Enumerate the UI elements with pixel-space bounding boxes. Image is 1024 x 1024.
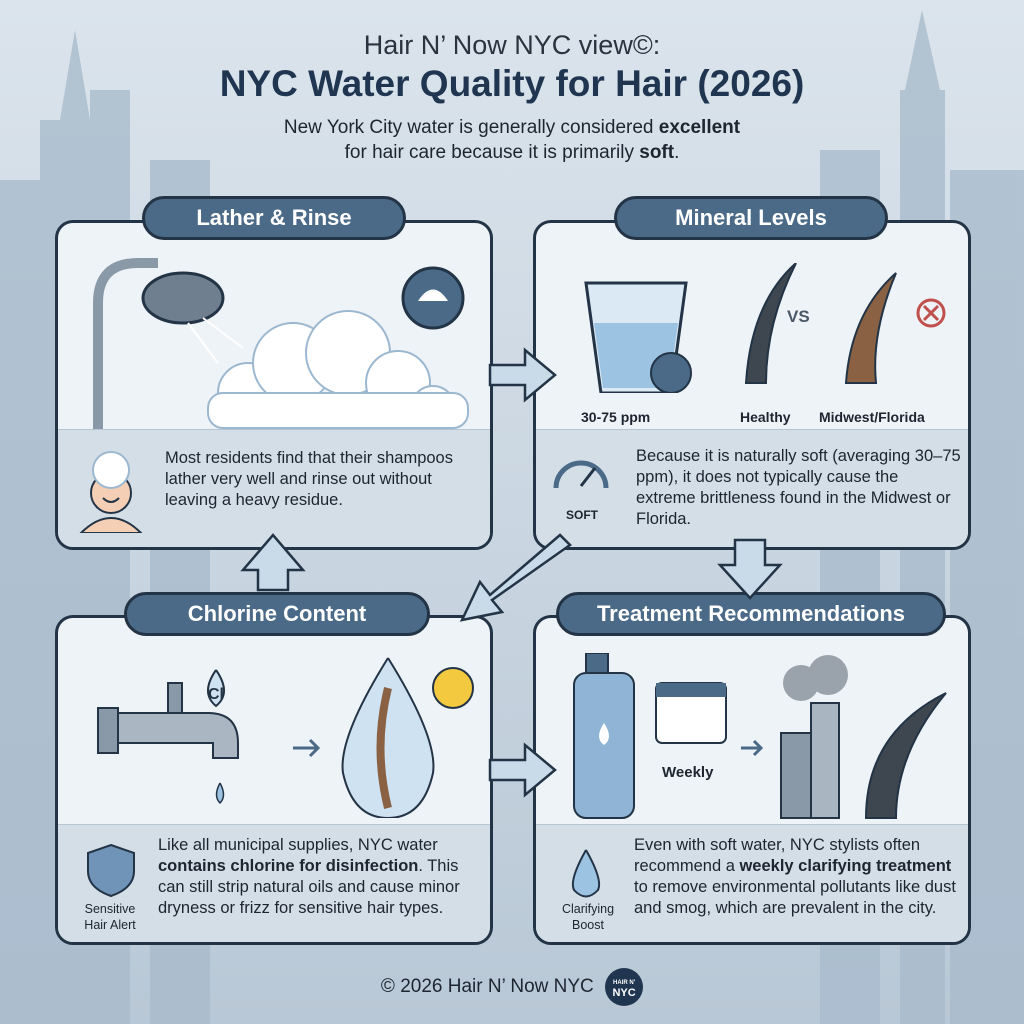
- lather-description: Most residents find that their shampoos …: [165, 449, 453, 509]
- healthy-label: Healthy: [740, 409, 791, 425]
- arrow-right-top: [488, 347, 557, 403]
- arrow-up-left: [240, 533, 306, 592]
- subtitle-bold: excellent: [658, 117, 741, 138]
- mineral-illustration: [584, 263, 946, 393]
- header: Hair N’ Now NYC view©: NYC Water Quality…: [0, 30, 1024, 165]
- x-circle-icon: [916, 298, 946, 328]
- page-title: NYC Water Quality for Hair (2026): [219, 63, 805, 104]
- lather-title: Lather & Rinse: [142, 196, 406, 240]
- chlorine-illustration: [97, 657, 474, 818]
- mineral-description: Because it is naturally soft (averaging …: [636, 447, 961, 528]
- arrow-right-bottom: [488, 742, 557, 798]
- mineral-info: SOFT Because it is naturally soft (avera…: [536, 429, 968, 547]
- sad-face-icon: [432, 667, 474, 709]
- vs-label: VS: [787, 307, 810, 326]
- arrow-down-right: [717, 538, 783, 600]
- sparkle-drop-icon: [571, 849, 601, 898]
- chlorine-symbol: Cl: [208, 686, 224, 703]
- arrow-down-left: [459, 533, 572, 622]
- brand-logo: HAIR N' NYC: [605, 968, 644, 1006]
- mineral-title: Mineral Levels: [614, 196, 888, 240]
- gauge-label: SOFT: [566, 508, 598, 522]
- chlorine-title: Chlorine Content: [124, 592, 430, 636]
- damaged-hair-icon: [844, 272, 897, 384]
- ppm-label: 30-75 ppm: [581, 409, 651, 425]
- drop-with-hair-icon: [341, 657, 435, 818]
- boost-badge-label: Clarifying Boost: [561, 902, 615, 932]
- subtitle: New York City water is generally conside…: [0, 115, 1024, 165]
- panel-mineral-levels: VS 30-75 ppm Healthy Midwest/Florida SOF…: [533, 220, 971, 550]
- water-drop-icon: [650, 352, 692, 393]
- subtitle-text: New York City water is generally conside…: [283, 117, 659, 138]
- weekly-label: Weekly: [662, 764, 714, 781]
- chlorine-info: Sensitive Hair Alert Like all municipal s…: [58, 824, 490, 942]
- healthy-hair-icon: [744, 263, 797, 384]
- pretitle: Hair N’ Now NYC view©:: [363, 30, 661, 60]
- copyright: © 2026 Hair N’ Now NYC: [380, 976, 594, 998]
- alert-badge-label: Sensitive Hair Alert: [84, 902, 136, 932]
- chlorine-description: Like all municipal supplies, NYC water c…: [158, 836, 460, 917]
- city-smog-icon: [780, 655, 848, 819]
- midwest-label: Midwest/Florida: [819, 409, 925, 425]
- hair-strand-icon: [864, 692, 947, 819]
- panel-chlorine-content: Cl Sensitive Hair Alert Like all municipa…: [55, 615, 493, 945]
- chlorine-drop-icon: [207, 669, 225, 708]
- shampoo-bottle-icon: [573, 672, 635, 819]
- treatment-info: Clarifying Boost Even with soft water, NY…: [536, 824, 968, 942]
- panel-treatment-recommendations: Weekly Clarifying Boost Even with soft wa…: [533, 615, 971, 945]
- subtitle-text: for hair care because it is primarily: [344, 142, 640, 163]
- smiling-person-icon: [79, 451, 143, 533]
- panel-lather-rinse: Most residents find that their shampoos …: [55, 220, 493, 550]
- treatment-title: Treatment Recommendations: [556, 592, 946, 636]
- subtitle-bold: soft: [639, 142, 675, 163]
- lather-info: Most residents find that their shampoos …: [58, 429, 490, 547]
- gauge-icon: [553, 460, 609, 489]
- subtitle-text: .: [674, 142, 680, 163]
- treatment-illustration: [573, 653, 947, 819]
- treatment-description: Even with soft water, NYC stylists often…: [634, 836, 956, 917]
- footer: © 2026 Hair N’ Now NYC HAIR N' NYC: [0, 968, 1024, 1006]
- shield-icon: [87, 843, 135, 898]
